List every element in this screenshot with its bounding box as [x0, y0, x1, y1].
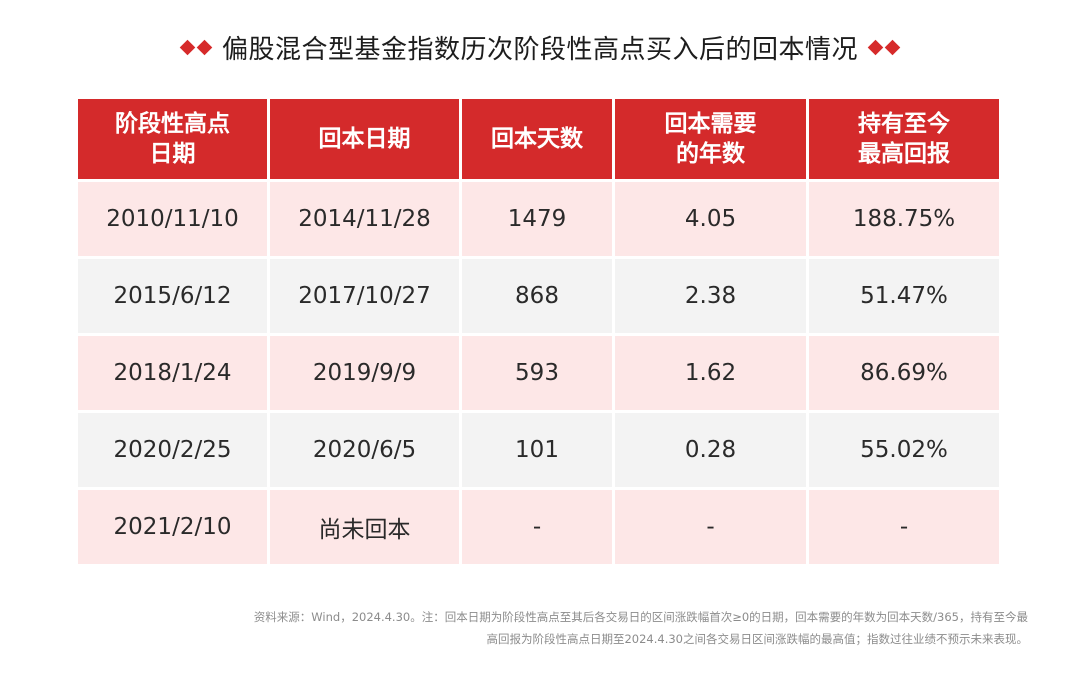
cell-max-return: -: [809, 490, 999, 564]
cell-recovery-years: 2.38: [615, 259, 806, 333]
cell-peak-date: 2015/6/12: [78, 259, 267, 333]
header-line: 回本日期: [318, 126, 411, 152]
cell-recovery-date: 2020/6/5: [270, 413, 459, 487]
cell-recovery-date: 2017/10/27: [270, 259, 459, 333]
cell-recovery-date: 2019/9/9: [270, 336, 459, 410]
cell-max-return: 55.02%: [809, 413, 999, 487]
title-left-diamonds-icon: [179, 39, 213, 55]
table-row: 2018/1/24 2019/9/9 593 1.62 86.69%: [78, 336, 999, 410]
title-right-diamonds-icon: [867, 39, 901, 55]
source-footnote: 资料来源：Wind，2024.4.30。注：回本日期为阶段性高点至其后各交易日的…: [168, 606, 1028, 650]
cell-recovery-days: 593: [462, 336, 612, 410]
cell-max-return: 51.47%: [809, 259, 999, 333]
cell-peak-date: 2010/11/10: [78, 182, 267, 256]
cell-recovery-days: 1479: [462, 182, 612, 256]
header-max-return: 持有至今 最高回报: [809, 99, 999, 179]
cell-peak-date: 2021/2/10: [78, 490, 267, 564]
table-row: 2015/6/12 2017/10/27 868 2.38 51.47%: [78, 259, 999, 333]
cell-recovery-years: -: [615, 490, 806, 564]
header-line: 阶段性高点: [115, 111, 230, 137]
cell-max-return: 188.75%: [809, 182, 999, 256]
cell-recovery-years: 1.62: [615, 336, 806, 410]
cell-recovery-days: 101: [462, 413, 612, 487]
recovery-table: 阶段性高点 日期 回本日期 回本天数 回本需要 的年数 持有至今 最高回报: [75, 96, 1002, 567]
cell-recovery-date: 2014/11/28: [270, 182, 459, 256]
page-title: 偏股混合型基金指数历次阶段性高点买入后的回本情况: [221, 34, 858, 65]
footnote-line: 高回报为阶段性高点日期至2024.4.30之间各交易日区间涨跌幅的最高值；指数过…: [486, 632, 1028, 646]
cell-peak-date: 2020/2/25: [78, 413, 267, 487]
cell-recovery-years: 0.28: [615, 413, 806, 487]
footnote-line: 资料来源：Wind，2024.4.30。注：回本日期为阶段性高点至其后各交易日的…: [253, 610, 1028, 624]
header-recovery-date: 回本日期: [270, 99, 459, 179]
cell-recovery-days: -: [462, 490, 612, 564]
cell-recovery-days: 868: [462, 259, 612, 333]
header-line: 的年数: [676, 141, 745, 167]
header-line: 回本天数: [491, 126, 583, 152]
cell-recovery-date: 尚未回本: [270, 490, 459, 564]
table-row: 2020/2/25 2020/6/5 101 0.28 55.02%: [78, 413, 999, 487]
table-row: 2010/11/10 2014/11/28 1479 4.05 188.75%: [78, 182, 999, 256]
header-recovery-days: 回本天数: [462, 99, 612, 179]
table-header-row: 阶段性高点 日期 回本日期 回本天数 回本需要 的年数 持有至今 最高回报: [78, 99, 999, 179]
header-line: 回本需要: [664, 111, 757, 137]
header-recovery-years: 回本需要 的年数: [615, 99, 806, 179]
table-row: 2021/2/10 尚未回本 - - -: [78, 490, 999, 564]
cell-max-return: 86.69%: [809, 336, 999, 410]
title-row: 偏股混合型基金指数历次阶段性高点买入后的回本情况: [0, 26, 1080, 68]
header-line: 最高回报: [858, 141, 950, 167]
cell-peak-date: 2018/1/24: [78, 336, 267, 410]
header-line: 日期: [149, 141, 196, 167]
cell-recovery-years: 4.05: [615, 182, 806, 256]
header-peak-date: 阶段性高点 日期: [78, 99, 267, 179]
header-line: 持有至今: [858, 111, 950, 137]
